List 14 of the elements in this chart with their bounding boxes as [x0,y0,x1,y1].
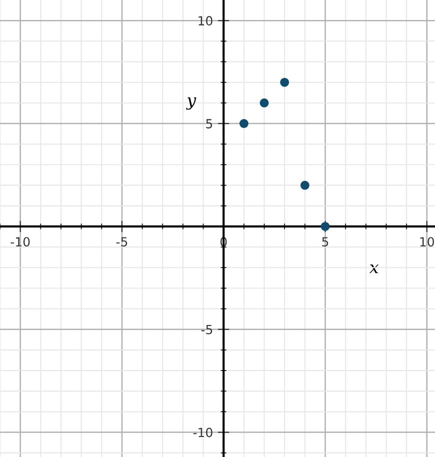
x-tick-label: 10 [420,237,434,247]
point [280,78,290,87]
y-tick-label: -10 [193,428,212,438]
y-tick-label: 5 [206,119,212,128]
x-tick-label: -5 [116,237,128,247]
y-tick-label: -5 [201,325,212,334]
x-tick-label: 5 [322,237,328,247]
point [300,180,310,190]
x-tick-label: -10 [10,237,30,247]
point [260,98,269,108]
y-axis-title: y [186,97,196,110]
point [320,222,330,231]
y-tick-label: 10 [198,16,212,26]
point [239,119,248,128]
